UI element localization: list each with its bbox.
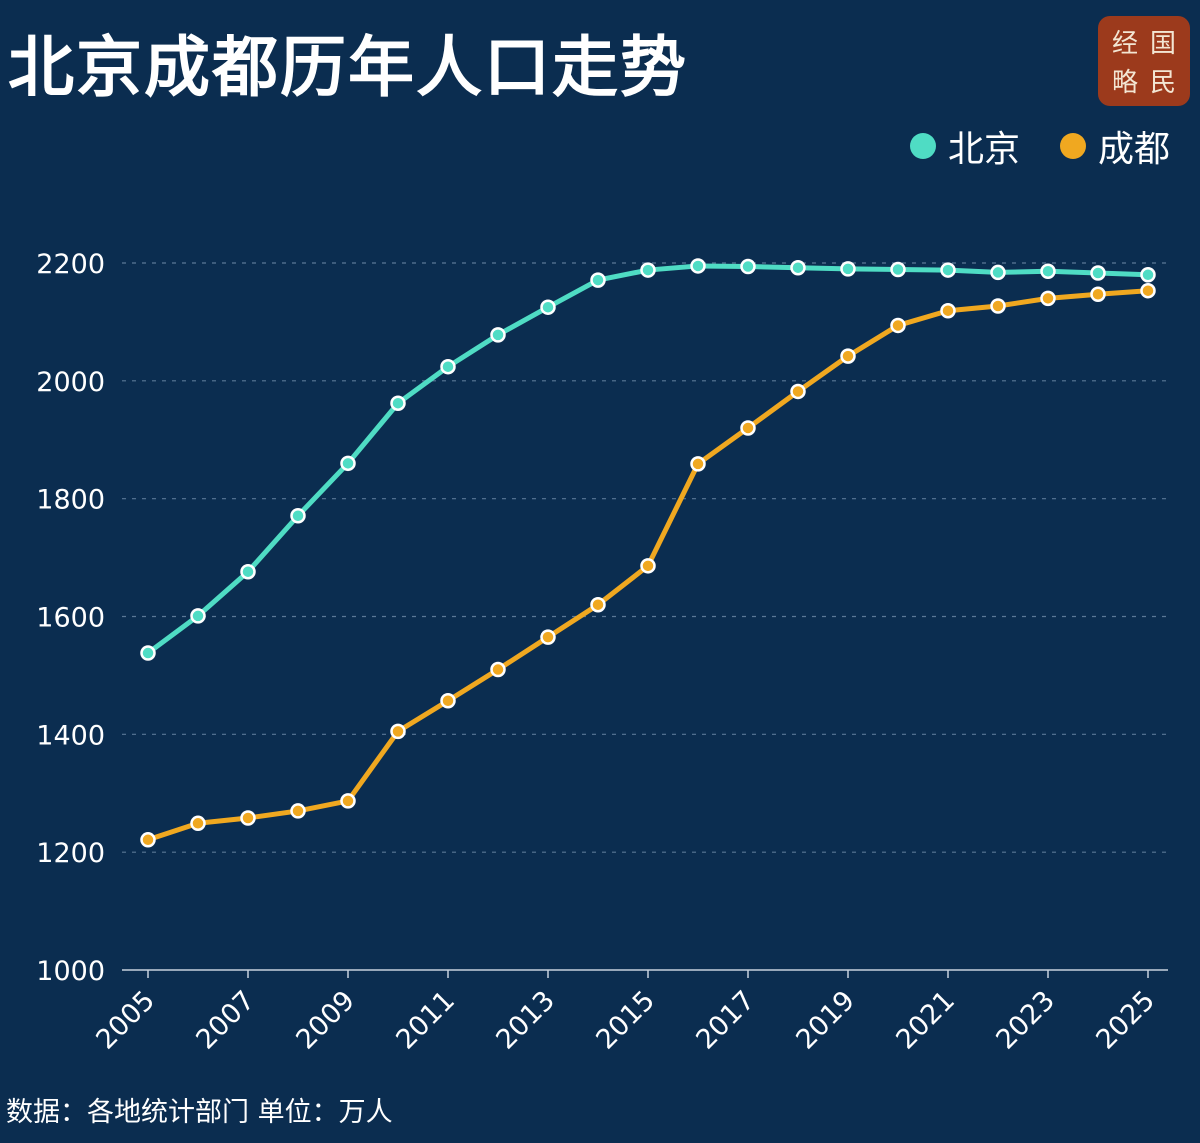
x-tick-label: 2023 xyxy=(990,985,1061,1056)
data-point xyxy=(190,815,206,832)
data-point xyxy=(140,832,156,848)
logo-char: 经 xyxy=(1111,29,1138,59)
legend-dot-icon xyxy=(909,133,936,159)
x-tick-label: 2011 xyxy=(390,985,461,1056)
data-point xyxy=(590,272,606,288)
data-point xyxy=(790,259,806,276)
legend-dot-icon xyxy=(1059,133,1086,159)
data-point xyxy=(490,327,506,343)
brand-logo: 经 国 略 民 xyxy=(1098,16,1190,106)
data-point xyxy=(240,810,256,826)
logo-char: 国 xyxy=(1149,29,1176,59)
data-source-note: 数据：各地统计部门 单位：万人 xyxy=(6,1097,393,1128)
chart-legend: 北京 成都 xyxy=(909,120,1170,172)
y-tick-label: 1800 xyxy=(36,485,105,516)
data-point xyxy=(1140,282,1156,299)
data-point xyxy=(390,723,406,740)
data-point xyxy=(990,264,1006,281)
data-point xyxy=(290,803,306,819)
data-point xyxy=(940,262,956,278)
data-point xyxy=(990,298,1006,314)
data-point xyxy=(1040,263,1056,279)
x-tick-label: 2021 xyxy=(890,985,961,1056)
data-point xyxy=(640,558,656,574)
data-point xyxy=(390,395,406,411)
data-point xyxy=(140,645,156,661)
legend-label: 北京 xyxy=(947,129,1020,170)
data-point xyxy=(690,258,706,274)
data-point xyxy=(240,563,256,580)
x-tick-label: 2019 xyxy=(790,985,861,1056)
x-tick-label: 2013 xyxy=(490,985,561,1056)
page-title: 北京成都历年人口走势 xyxy=(8,29,688,106)
y-tick-label: 1000 xyxy=(36,956,105,987)
x-tick-label: 2017 xyxy=(690,985,761,1056)
y-tick-label: 1400 xyxy=(36,720,105,751)
data-point xyxy=(840,348,856,364)
data-point xyxy=(290,508,306,524)
x-tick-label: 2005 xyxy=(90,985,161,1056)
x-tick-label: 2015 xyxy=(590,985,661,1056)
y-tick-label: 1600 xyxy=(36,603,105,634)
data-point xyxy=(1090,286,1106,302)
data-point xyxy=(1090,265,1106,281)
data-point xyxy=(1140,267,1156,283)
data-point xyxy=(340,455,356,472)
y-tick-label: 2000 xyxy=(36,367,105,398)
y-tick-label: 2200 xyxy=(36,249,105,280)
y-tick-label: 1200 xyxy=(36,838,105,869)
data-point xyxy=(740,258,756,275)
data-point xyxy=(190,608,206,624)
data-point xyxy=(490,661,506,678)
data-point xyxy=(790,383,806,400)
data-point xyxy=(1040,290,1056,307)
x-tick-label: 2007 xyxy=(190,985,261,1056)
data-point xyxy=(340,793,356,809)
data-point xyxy=(640,262,656,278)
series-line-beijing xyxy=(145,263,1151,656)
data-point xyxy=(540,629,556,645)
data-point xyxy=(440,693,456,709)
data-point xyxy=(740,420,756,436)
legend-item-chengdu[interactable]: 成都 xyxy=(1059,120,1170,172)
logo-char: 民 xyxy=(1149,68,1176,98)
x-tick-label: 2025 xyxy=(1090,985,1161,1056)
data-point xyxy=(690,456,706,472)
data-point xyxy=(590,596,606,613)
data-point xyxy=(540,299,556,315)
legend-label: 成都 xyxy=(1097,129,1170,170)
x-tick-label: 2009 xyxy=(290,985,361,1056)
logo-char: 略 xyxy=(1111,68,1138,98)
data-point xyxy=(890,317,906,334)
legend-item-beijing[interactable]: 北京 xyxy=(909,120,1020,172)
data-point xyxy=(940,302,956,319)
data-point xyxy=(440,358,456,375)
data-point xyxy=(840,261,856,277)
data-point xyxy=(890,261,906,278)
